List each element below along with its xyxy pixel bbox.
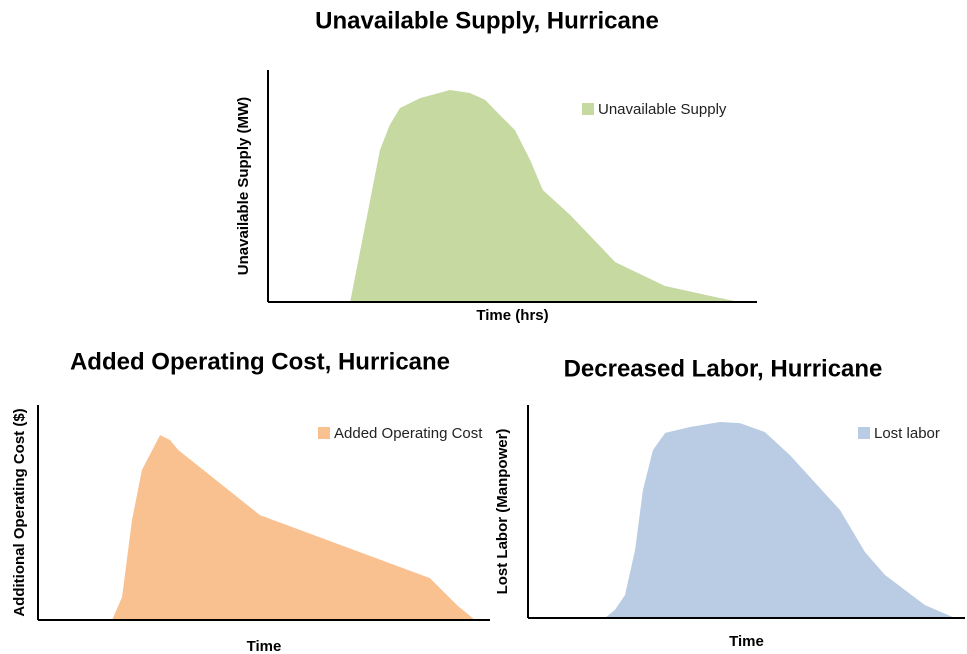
- legend: Added Operating Cost: [334, 425, 483, 442]
- chart-title: Decreased Labor, Hurricane: [564, 355, 883, 382]
- legend-label: Lost labor: [874, 425, 940, 442]
- legend-label: Unavailable Supply: [598, 101, 727, 118]
- y-axis-label: Unavailable Supply (MW): [235, 97, 252, 275]
- legend-label: Added Operating Cost: [334, 425, 483, 442]
- legend-swatch: [858, 427, 870, 439]
- legend: Lost labor: [874, 425, 940, 442]
- y-axis-label: Additional Operating Cost ($): [11, 408, 28, 616]
- area: [350, 89, 740, 303]
- x-axis-label: Time: [247, 638, 282, 654]
- area: [604, 422, 955, 618]
- legend: Unavailable Supply: [598, 101, 727, 118]
- x-axis-label: Time (hrs): [476, 307, 548, 324]
- x-axis-label: Time: [729, 633, 764, 650]
- chart-title: Added Operating Cost, Hurricane: [70, 348, 450, 375]
- y-axis-label: Lost Labor (Manpower): [494, 429, 511, 595]
- area: [112, 435, 476, 620]
- legend-swatch: [318, 427, 330, 439]
- chart-title: Unavailable Supply, Hurricane: [315, 7, 659, 34]
- legend-swatch: [582, 103, 594, 115]
